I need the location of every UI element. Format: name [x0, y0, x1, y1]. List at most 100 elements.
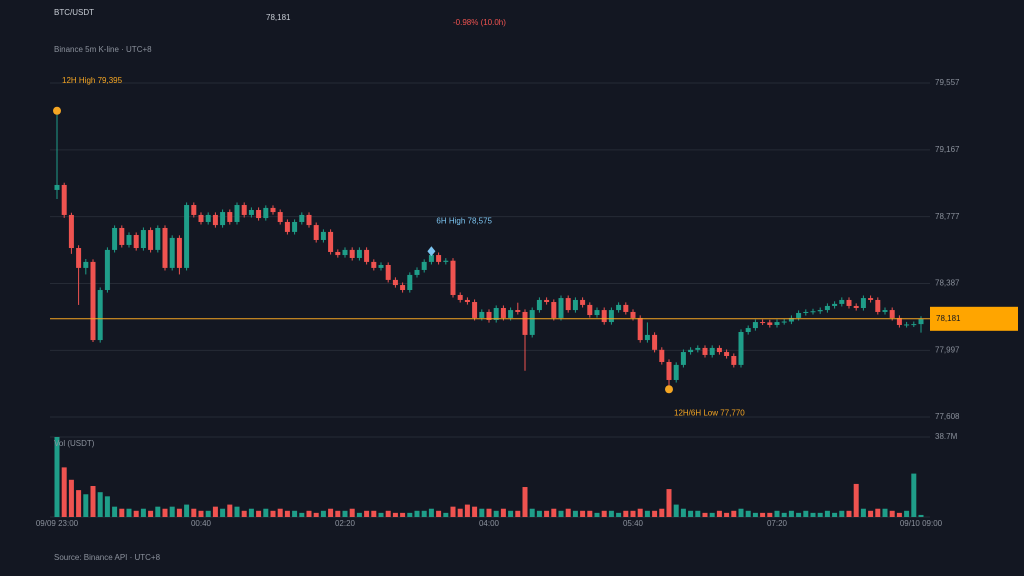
- volume-bar: [256, 510, 262, 517]
- annotation-marker: [665, 385, 673, 394]
- candle-body: [68, 214, 74, 249]
- volume-bar: [90, 485, 96, 517]
- volume-bar: [788, 510, 794, 517]
- volume-bar: [500, 508, 506, 517]
- candle-body: [104, 249, 110, 291]
- volume-bar: [860, 508, 866, 517]
- candle-body: [731, 355, 737, 365]
- volume-bar: [184, 504, 190, 517]
- candle-body: [443, 260, 449, 262]
- volume-bar: [608, 510, 614, 517]
- subtitle: Binance 5m K-line · UTC+8: [54, 45, 152, 54]
- volume-bar: [832, 512, 838, 517]
- candle-body: [904, 324, 910, 326]
- volume-bar: [666, 489, 672, 517]
- candle-body: [76, 248, 82, 268]
- volume-bar: [464, 504, 470, 517]
- volume-bar: [414, 510, 420, 517]
- candle-body: [378, 264, 384, 268]
- candle-body: [760, 322, 766, 324]
- volume-bar: [781, 512, 787, 517]
- candle-body: [54, 184, 60, 190]
- candle-body: [515, 310, 521, 312]
- volume-bar: [270, 510, 276, 517]
- candle-body: [162, 227, 168, 268]
- candle-body: [832, 303, 838, 306]
- volume-bar: [212, 506, 218, 517]
- candle-body: [464, 299, 470, 303]
- volume-bar: [97, 492, 103, 517]
- candle-body: [688, 349, 694, 353]
- candle-body: [83, 261, 89, 268]
- candle-body: [299, 214, 305, 222]
- candle-body: [284, 221, 290, 232]
- x-tick-label: 09/09 23:00: [36, 519, 79, 528]
- volume-bar: [148, 510, 154, 517]
- volume-bar: [349, 508, 355, 517]
- volume-bar: [616, 512, 622, 517]
- volume-bar: [104, 496, 110, 517]
- candle-body: [198, 214, 204, 222]
- candle-body: [90, 261, 96, 341]
- volume-bar: [803, 510, 809, 517]
- x-tick-label: 05:40: [623, 519, 644, 528]
- volume-bar: [140, 508, 146, 517]
- volume-bar: [472, 506, 478, 517]
- candle-body: [184, 205, 190, 268]
- volume-bar: [493, 510, 499, 517]
- x-tick-label: 09/10 09:00: [900, 519, 943, 528]
- volume-bar: [169, 506, 175, 517]
- volume-bar: [680, 508, 686, 517]
- candle-body: [306, 214, 312, 226]
- volume-bar: [335, 510, 341, 517]
- volume-bar: [220, 508, 226, 517]
- volume-bar: [889, 510, 895, 517]
- candle-body: [220, 212, 226, 226]
- volume-bar: [241, 510, 247, 517]
- candle-body: [140, 230, 146, 249]
- candle-body: [716, 347, 722, 353]
- y-tick-label: 79,557: [935, 78, 960, 87]
- candle-body: [522, 311, 528, 335]
- candle-body: [745, 328, 751, 333]
- volume-bar: [572, 510, 578, 517]
- candle-body: [421, 261, 427, 270]
- candle-body: [846, 299, 852, 306]
- volume-bar: [76, 490, 82, 517]
- candle-body: [695, 347, 701, 350]
- volume-bar: [248, 508, 254, 517]
- candle-body: [428, 255, 434, 262]
- candle-body: [738, 332, 744, 365]
- candle-body: [630, 311, 636, 318]
- candle-body: [803, 311, 809, 313]
- volume-bar: [155, 506, 161, 517]
- candle-body: [767, 322, 773, 325]
- candle-body: [580, 299, 586, 305]
- volume-bar: [486, 508, 492, 517]
- volume-bar: [752, 512, 758, 517]
- volume-bar: [659, 508, 665, 517]
- candle-body: [781, 321, 787, 323]
- volume-bar: [731, 510, 737, 517]
- last-price-tag: [930, 306, 1018, 331]
- volume-bar: [450, 506, 456, 517]
- candle-body: [601, 310, 607, 323]
- x-tick-label: 04:00: [479, 519, 500, 528]
- candle-body: [796, 312, 802, 318]
- candle-body: [97, 290, 103, 341]
- volume-bar: [896, 512, 902, 517]
- candle-body: [709, 347, 715, 355]
- annotation-label: 6H High 78,575: [436, 216, 492, 225]
- candle-body: [119, 227, 125, 245]
- volume-bar: [205, 510, 211, 517]
- candle-body: [860, 298, 866, 309]
- candle-body: [536, 299, 542, 311]
- volume-bar: [263, 508, 269, 517]
- candle-body: [176, 237, 182, 268]
- last-price: 78,181: [266, 13, 291, 22]
- candle-body: [385, 264, 391, 280]
- candle-body: [335, 251, 341, 256]
